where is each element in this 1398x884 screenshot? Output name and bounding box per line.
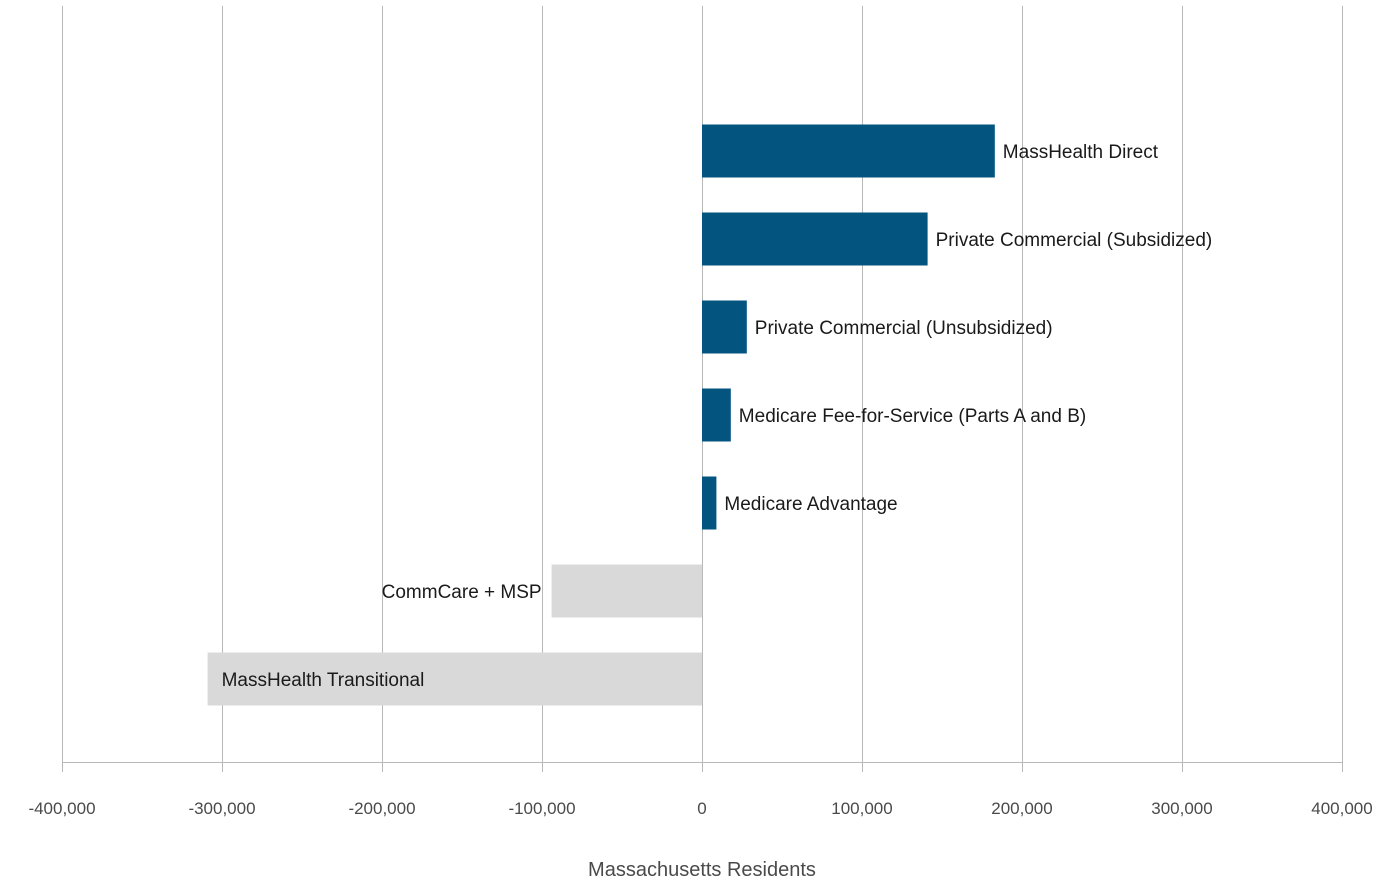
bar xyxy=(702,388,731,442)
bar-label: Private Commercial (Subsidized) xyxy=(936,230,1213,251)
bar xyxy=(207,652,702,706)
bar-label: MassHealth Direct xyxy=(1003,142,1159,163)
x-tick-label: -300,000 xyxy=(188,799,255,818)
x-tick-label: 0 xyxy=(697,799,706,818)
bar xyxy=(702,300,747,354)
x-tick-label: -100,000 xyxy=(508,799,575,818)
x-axis-title: Massachusetts Residents xyxy=(588,859,816,881)
x-tick-label: -400,000 xyxy=(28,799,95,818)
x-tick-label: 400,000 xyxy=(1311,799,1372,818)
bar-label: MassHealth Transitional xyxy=(222,670,425,691)
x-tick-label: 100,000 xyxy=(831,799,892,818)
bar-label: Private Commercial (Unsubsidized) xyxy=(755,318,1053,339)
bar xyxy=(702,212,928,266)
bars: MassHealth Direct Private Commercial (Sub… xyxy=(207,124,1213,706)
bar xyxy=(702,124,995,178)
bar-label: Medicare Fee-for-Service (Parts A and B) xyxy=(739,406,1086,427)
x-tick-label: 300,000 xyxy=(1151,799,1212,818)
bar xyxy=(702,476,717,530)
x-axis-tick-labels: -400,000 -300,000 -200,000 -100,000 0 100,000… xyxy=(28,799,1372,818)
x-tick-label: 200,000 xyxy=(991,799,1052,818)
x-tick-label: -200,000 xyxy=(348,799,415,818)
bar-label: Medicare Advantage xyxy=(724,494,897,515)
bar xyxy=(551,564,702,618)
bar-label: CommCare + MSP xyxy=(382,582,542,603)
